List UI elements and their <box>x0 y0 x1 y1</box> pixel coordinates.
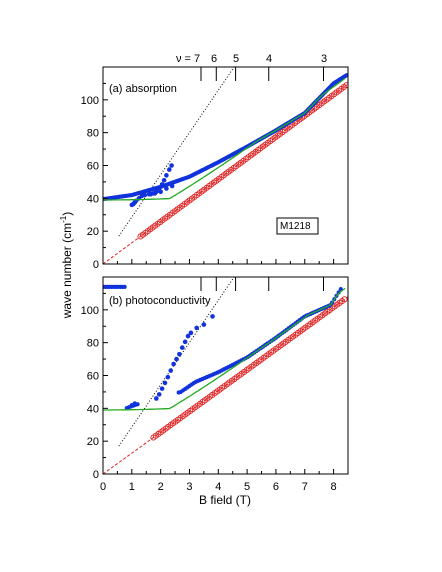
blue-dots-upper-branch-a <box>164 173 169 178</box>
x-tick-label-7: 7 <box>302 481 308 493</box>
red-dashed-line-b <box>103 296 348 474</box>
red-circle-b <box>341 296 348 303</box>
blue-dots-upper-branch-a <box>166 167 172 172</box>
blue-dots-upper-branch-b <box>188 330 194 336</box>
sample-label-box <box>276 217 319 235</box>
panel-photoconductivity: 0 20 40 60 80 100 0 1 2 3 4 5 6 7 8 <box>81 276 349 493</box>
panel-b-title: (b) photoconductivity <box>109 295 211 307</box>
blue-dots-upper-branch-b <box>185 333 191 339</box>
x-tick-label-2: 2 <box>158 481 164 493</box>
blue-dots-upper-branch-b <box>179 345 185 350</box>
blue-dots-upper-branch-b <box>154 396 159 401</box>
y-axis-label: wave number (cm-1) <box>59 212 74 320</box>
x-tick-label-4: 4 <box>215 481 221 493</box>
sample-label: M1218 <box>280 221 311 232</box>
blue-dots-upper-branch-b <box>210 314 215 319</box>
y-tick-label-a-100: 100 <box>81 95 99 107</box>
blue-dots-lower-branch-a <box>164 186 169 191</box>
blue-dots-upper-branch-b <box>159 386 165 391</box>
blue-dot-b <box>132 401 137 406</box>
blue-dots-upper-branch-b <box>201 322 207 327</box>
black-dotted-line-a <box>118 67 235 237</box>
green-fit-line-a <box>103 77 346 201</box>
blue-dots-upper-branch-b <box>171 361 176 367</box>
y-tick-label-a-40: 40 <box>87 193 99 205</box>
nu-label-5: 5 <box>233 53 239 65</box>
x-tick-label-3: 3 <box>186 481 192 493</box>
blue-dots-upper-branch-b <box>165 374 171 380</box>
y-tick-label-b-40: 40 <box>87 403 99 415</box>
blue-dots-lower-branch-a <box>169 183 175 189</box>
x-tick-label-8: 8 <box>331 481 337 493</box>
blue-dots-upper-branch-b <box>156 392 162 397</box>
x-tick-label-1: 1 <box>129 481 135 493</box>
blue-dots-upper-branch-b <box>168 368 174 373</box>
red-dashed-line-a <box>103 83 348 264</box>
y-tick-label-a-80: 80 <box>87 128 99 140</box>
green-fit-line-b <box>103 287 346 411</box>
nu-label-4: 4 <box>266 53 272 65</box>
blue-dots-upper-branch-a <box>169 163 174 168</box>
blue-dots-upper-branch-b <box>174 356 179 362</box>
y-tick-label-b-100: 100 <box>81 305 99 317</box>
y-tick-label-b-0: 0 <box>93 469 99 481</box>
plot-area-a <box>103 67 348 264</box>
nu-label-6: 6 <box>211 53 217 65</box>
y-tick-label-a-0: 0 <box>93 259 99 271</box>
panel-absorption: 0 20 40 60 80 100 <box>81 66 349 271</box>
black-dotted-line-b <box>118 277 235 447</box>
blue-dots-lower-branch-a <box>142 192 148 198</box>
plot-area-b <box>103 277 348 474</box>
x-axis-label: B field (T) <box>199 493 251 507</box>
x-tick-label-6: 6 <box>273 481 279 493</box>
nu-label-3: 3 <box>321 53 327 65</box>
blue-dot-b <box>122 284 127 289</box>
blue-dots-upper-branch-b <box>162 380 168 386</box>
x-tick-label-0: 0 <box>100 481 106 493</box>
blue-dots-upper-branch-a <box>159 182 165 187</box>
blue-dot-a <box>344 73 348 78</box>
blue-dots-upper-branch-b <box>194 325 199 331</box>
y-tick-label-b-80: 80 <box>87 338 99 350</box>
blue-dots-lower-branch-a <box>152 191 158 196</box>
chart-labels: ν = 7 6 5 4 3 (a) absorption (b) photoco… <box>59 53 327 507</box>
x-tick-label-5: 5 <box>244 481 250 493</box>
red-circle-a <box>343 82 348 89</box>
y-tick-label-b-60: 60 <box>87 371 99 383</box>
blue-dots-upper-branch-b <box>177 351 182 357</box>
nu-label-7: ν = 7 <box>176 53 200 65</box>
y-tick-label-b-20: 20 <box>87 436 99 448</box>
blue-dots-upper-branch-b <box>182 339 188 345</box>
y-tick-label-a-60: 60 <box>87 161 99 173</box>
panel-a-title: (a) absorption <box>109 83 177 95</box>
blue-dots-lower-branch-a <box>146 191 152 197</box>
blue-dots-lower-branch-a <box>158 189 163 195</box>
y-tick-label-a-20: 20 <box>87 226 99 238</box>
blue-dots-upper-branch-a <box>161 177 167 183</box>
